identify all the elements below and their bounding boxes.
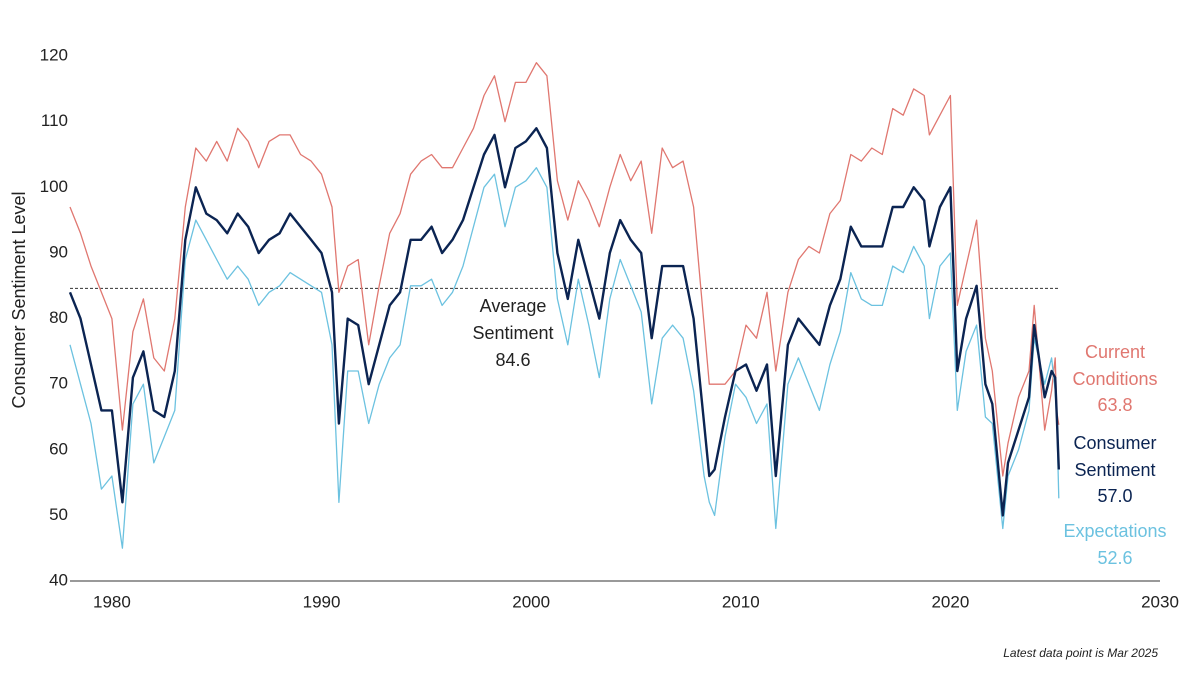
series-line — [68, 127, 1060, 517]
y-tick-label: 80 — [49, 308, 68, 327]
x-tick-label: 1990 — [303, 592, 341, 611]
series-label: Expectations — [1063, 521, 1167, 541]
series-value: 52.6 — [1097, 548, 1133, 568]
series-label: Consumer Sentiment — [1073, 433, 1157, 480]
x-tick-label: 2010 — [722, 592, 760, 611]
y-tick-label: 40 — [49, 570, 68, 589]
y-tick-label: 110 — [41, 111, 68, 130]
x-tick-label: 2030 — [1141, 592, 1179, 611]
y-tick-label: 70 — [49, 374, 68, 393]
series-line — [69, 167, 1060, 549]
y-tick-label: 120 — [40, 46, 68, 65]
series-label: Current Conditions — [1072, 342, 1158, 389]
y-tick-label: 50 — [49, 505, 68, 524]
average-value: 84.6 — [495, 350, 531, 370]
x-tick-label: 2000 — [512, 592, 550, 611]
series-line — [69, 62, 1060, 477]
average-label: Average Sentiment — [472, 296, 554, 343]
x-tick-label: 2020 — [931, 592, 969, 611]
y-tick-label: 60 — [49, 439, 68, 458]
y-axis-label: Consumer Sentiment Level — [9, 191, 29, 408]
series-value: 57.0 — [1097, 486, 1133, 506]
y-tick-label: 90 — [49, 242, 68, 261]
series-value: 63.8 — [1097, 395, 1133, 415]
footnote: Latest data point is Mar 2025 — [1003, 646, 1158, 660]
y-tick-label: 100 — [40, 177, 68, 196]
x-tick-label: 1980 — [93, 592, 131, 611]
